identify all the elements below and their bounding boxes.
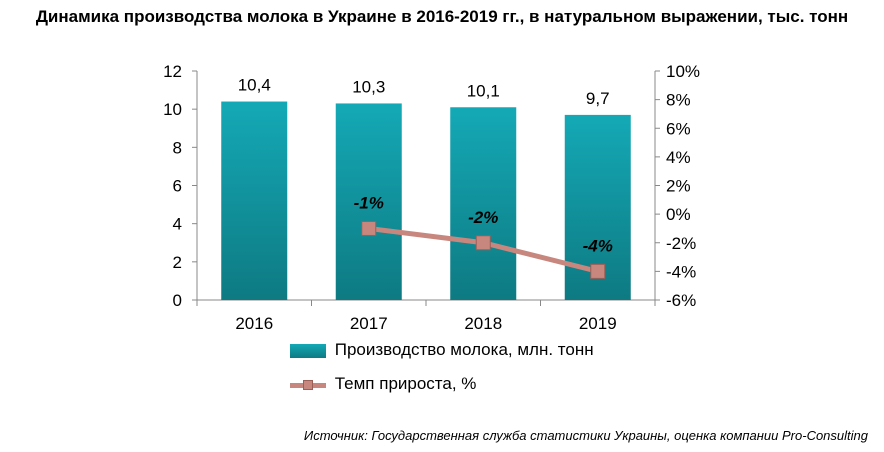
right-tick-label: 10% [666,62,700,81]
left-tick-label: 10 [163,100,182,119]
legend-label-bars: Производство молока, млн. тонн [334,340,594,359]
bar-value-label: 9,7 [586,89,610,108]
growth-value-label: -2% [468,208,498,227]
bar [335,103,402,300]
bar [450,107,517,300]
bar-value-label: 10,3 [352,77,385,96]
growth-value-label: -4% [583,236,613,255]
right-tick-label: 2% [666,177,691,196]
bar-series [221,101,631,301]
x-tick-label: 2019 [579,314,617,333]
x-tick-label: 2018 [464,314,502,333]
source-note: Источник: Государственная служба статист… [303,428,868,443]
line-swatch-icon [290,378,326,392]
right-tick-label: -6% [666,291,696,310]
right-tick-label: -2% [666,234,696,253]
left-tick-label: 4 [173,215,182,234]
left-tick-label: 0 [173,291,182,310]
x-tick-label: 2016 [235,314,273,333]
right-tick-label: 6% [666,119,691,138]
left-tick-label: 12 [163,62,182,81]
axes: 0 2 4 6 8 10 12 -6% -4% -2% 0% 2% 4% 6% 8% 10% 2016 2017 2… [163,62,700,333]
growth-value-label: -1% [354,193,384,212]
left-tick-label: 6 [173,177,182,196]
x-tick-label: 2017 [350,314,388,333]
chart-title: Динамика производства молока в Украине в… [35,7,849,26]
right-tick-label: 0% [666,205,691,224]
line-series [361,220,606,279]
data-labels: 10,4 10,3 10,1 9,7 -1% -2% -4% [238,76,613,256]
legend-item-bars: Производство молока, млн. тонн [290,340,594,360]
right-tick-label: 8% [666,91,691,110]
left-tick-label: 8 [173,138,182,157]
line-point [590,263,606,279]
right-tick-label: 4% [666,148,691,167]
bar-swatch-icon [290,343,326,358]
left-tick-label: 2 [173,253,182,272]
right-tick-label: -4% [666,262,696,281]
legend-item-line: Темп прироста, % [290,374,476,394]
bar-value-label: 10,1 [467,81,500,100]
bar [221,101,288,301]
legend-label-line: Темп прироста, % [334,374,477,393]
line-point [475,235,491,251]
bar-value-label: 10,4 [238,76,271,95]
line-point [361,220,377,236]
